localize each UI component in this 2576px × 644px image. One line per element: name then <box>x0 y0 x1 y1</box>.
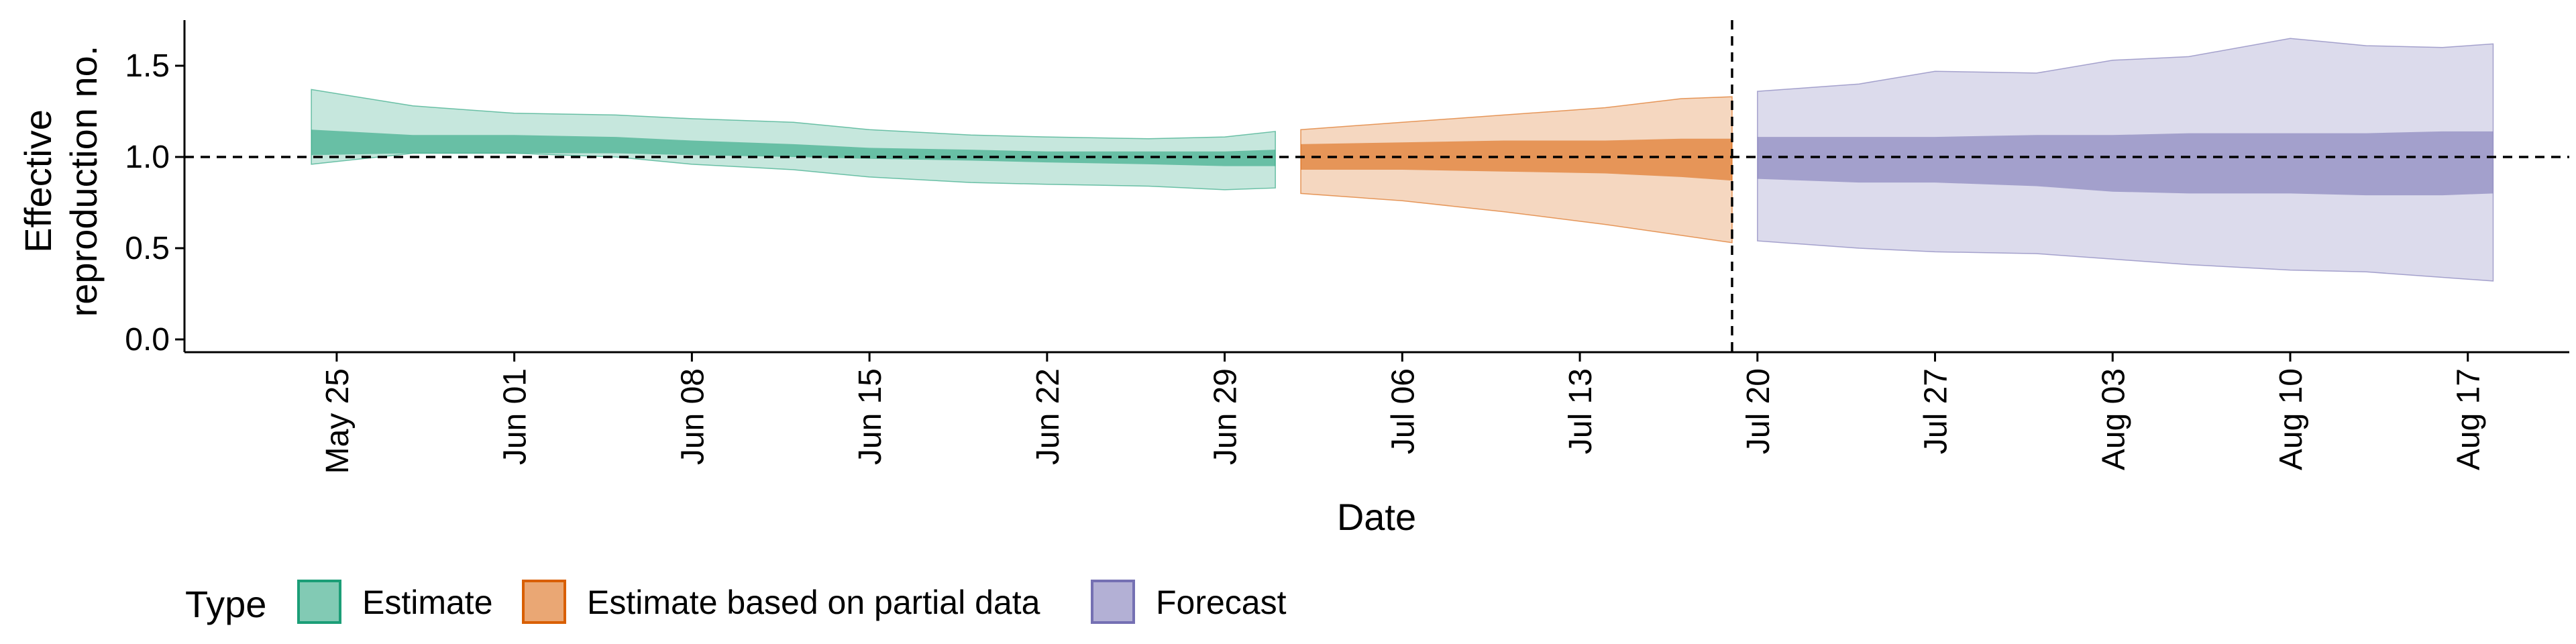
x-tick-label: May 25 <box>320 368 356 474</box>
legend-key-label: Estimate <box>362 584 493 621</box>
legend: Type Estimate Estimate based on partial d… <box>185 580 1287 625</box>
x-tick-label: Jul 13 <box>1563 368 1599 454</box>
x-tick-label: Aug 17 <box>2451 368 2487 470</box>
x-tick-label: Aug 10 <box>2273 368 2309 470</box>
x-tick-label: Jul 20 <box>1741 368 1776 454</box>
axes-layer: 0.0 0.5 1.0 1.5 May 25 Jun 01 Jun 08 Jun 15 Jun … <box>125 20 2569 474</box>
legend-key-swatch <box>297 580 341 624</box>
reference-lines-layer <box>184 20 2569 352</box>
x-tick-label: Jun 08 <box>675 368 710 465</box>
x-tick-label: Aug 03 <box>2096 368 2131 470</box>
x-tick-label: Jul 06 <box>1385 368 1421 454</box>
ribbons-layer <box>311 38 2494 282</box>
x-axis-title: Date <box>1337 496 1416 538</box>
ribbon-inner-series-1 <box>1301 138 1732 181</box>
y-axis-title-line1: Effective <box>17 109 59 253</box>
x-tick-label: Jul 27 <box>1919 368 1954 454</box>
legend-title: Type <box>185 583 266 625</box>
legend-key-label: Forecast <box>1156 584 1287 621</box>
legend-keys: Estimate Estimate based on partial data Fo… <box>297 580 1287 624</box>
ribbon-inner-series-0 <box>311 129 1276 166</box>
y-tick-label: 0.5 <box>125 231 170 266</box>
x-tick-label: Jun 15 <box>853 368 888 465</box>
x-tick-label: Jun 29 <box>1208 368 1244 465</box>
x-tick-label: Jun 22 <box>1030 368 1066 465</box>
legend-key-swatch <box>1091 580 1135 624</box>
legend-key-swatch <box>522 580 566 624</box>
y-tick-label: 1.5 <box>125 48 170 84</box>
y-tick-label: 1.0 <box>125 140 170 175</box>
ribbon-outer-series-0 <box>311 89 1276 191</box>
legend-key-label: Estimate based on partial data <box>587 584 1040 621</box>
y-tick-label: 0.0 <box>125 322 170 358</box>
x-tick-label: Jun 01 <box>498 368 533 465</box>
ribbon-inner-series-2 <box>1757 131 2493 196</box>
y-axis-title-line2: reproduction no. <box>62 46 105 317</box>
